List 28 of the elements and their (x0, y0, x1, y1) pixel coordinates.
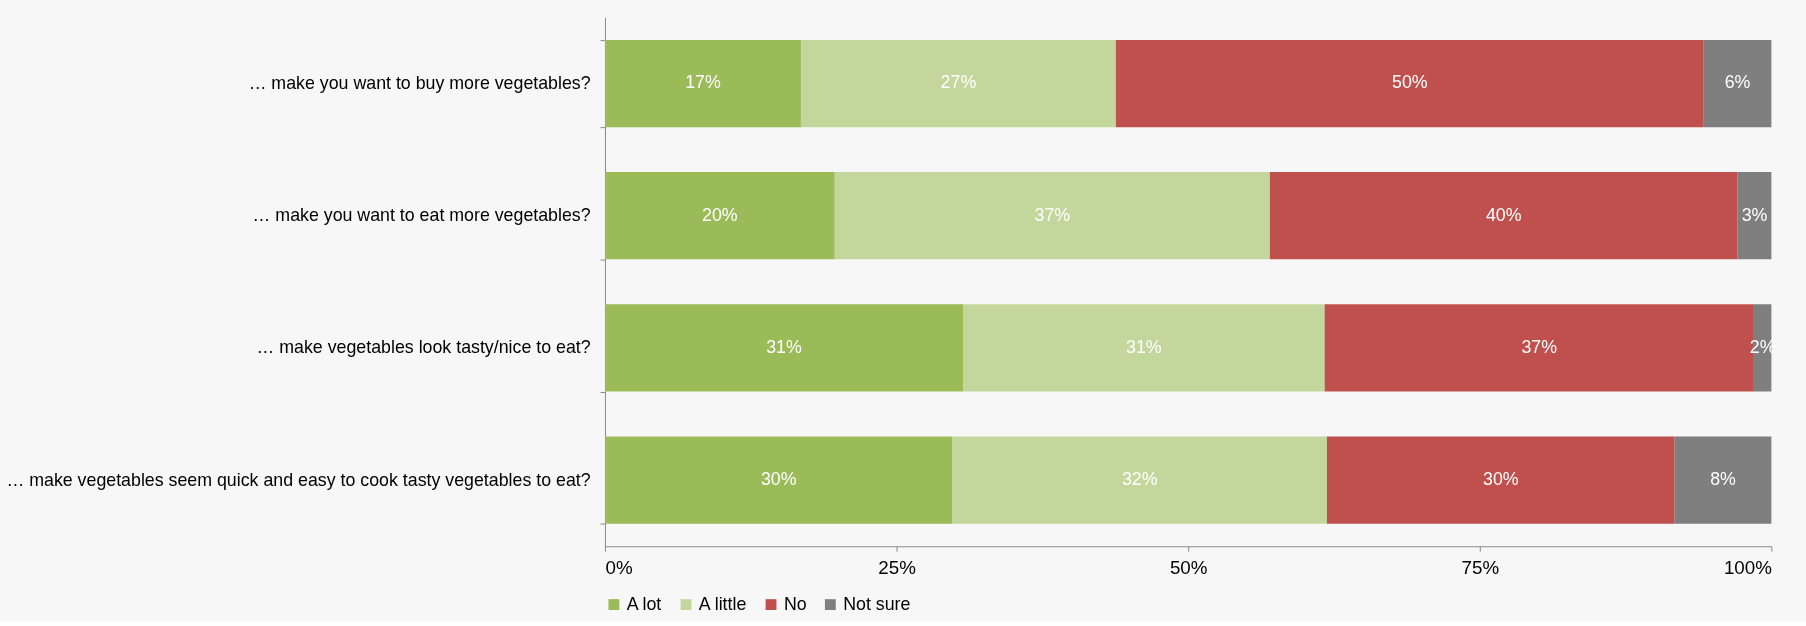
y-tick-label: … make vegetables seem quick and easy to cook tasty vegetables to eat? (6, 469, 591, 490)
data-label: 32% (1121, 469, 1158, 490)
data-label: 31% (1126, 336, 1162, 357)
legend-label: No (783, 593, 807, 614)
data-label: 8% (1710, 469, 1737, 490)
data-label: 40% (1485, 204, 1522, 225)
data-label: 27% (940, 72, 977, 93)
data-label: 30% (1482, 469, 1519, 490)
x-tick-label: 75% (1461, 557, 1500, 579)
data-label: 3% (1741, 204, 1768, 225)
data-label: 30% (760, 469, 797, 490)
data-label: 17% (685, 72, 721, 93)
data-label: 37% (1521, 336, 1558, 357)
data-label: 50% (1392, 72, 1428, 93)
data-label: 31% (766, 336, 802, 357)
x-tick-label: 0% (605, 557, 633, 579)
y-tick-label: … make you want to eat more vegetables? (252, 205, 591, 226)
legend-label: Not sure (843, 593, 911, 614)
x-tick-label: 50% (1169, 557, 1208, 579)
x-tick-label: 25% (878, 557, 917, 579)
legend-label: A lot (626, 593, 662, 614)
data-label: 37% (1034, 204, 1071, 225)
data-label: 6% (1724, 72, 1751, 93)
y-tick-label: … make you want to buy more vegetables? (248, 72, 591, 93)
data-label: 20% (702, 204, 738, 225)
y-tick-label: … make vegetables look tasty/nice to eat? (256, 337, 591, 358)
legend-label: A little (698, 593, 747, 614)
x-tick-label: 100% (1723, 557, 1773, 579)
